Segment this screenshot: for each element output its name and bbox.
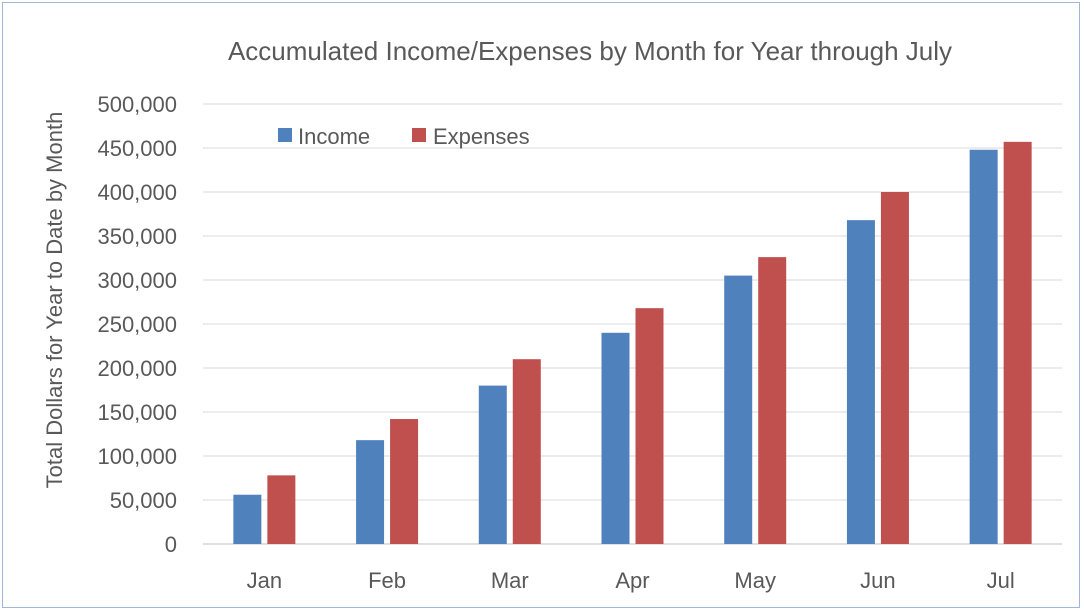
y-tick-label: 150,000 (97, 400, 177, 425)
bar-income-jul (969, 149, 998, 544)
x-tick-label: Apr (615, 568, 649, 593)
legend: Income Expenses (278, 124, 530, 149)
y-tick-label: 250,000 (97, 312, 177, 337)
bar-expenses-jul (1003, 141, 1032, 544)
legend-label-income: Income (298, 124, 370, 149)
y-tick-label: 0 (165, 532, 177, 557)
x-tick-label: Mar (491, 568, 529, 593)
gridlines (203, 103, 1062, 545)
bar-expenses-may (758, 257, 787, 544)
bar-income-feb (356, 440, 385, 544)
bar-expenses-mar (512, 359, 541, 544)
legend-label-expenses: Expenses (433, 124, 530, 149)
y-tick-label: 450,000 (97, 136, 177, 161)
bars (233, 141, 1032, 544)
y-axis-label: Total Dollars for Year to Date by Month (42, 112, 67, 489)
bar-income-jun (846, 220, 875, 544)
bar-income-may (724, 275, 753, 544)
bar-expenses-feb (390, 419, 419, 544)
legend-swatch-income (278, 128, 292, 142)
chart-title: Accumulated Income/Expenses by Month for… (228, 36, 952, 66)
bar-income-mar (478, 385, 507, 544)
y-tick-label: 400,000 (97, 180, 177, 205)
bar-expenses-jun (880, 192, 909, 544)
bar-income-apr (601, 332, 630, 544)
y-tick-label: 100,000 (97, 444, 177, 469)
y-tick-label: 350,000 (97, 224, 177, 249)
bar-expenses-jan (267, 475, 296, 544)
x-tick-label: Feb (368, 568, 406, 593)
y-tick-label: 500,000 (97, 92, 177, 117)
bar-income-jan (233, 494, 262, 544)
bar-expenses-apr (635, 308, 664, 544)
legend-swatch-expenses (412, 128, 426, 142)
x-tick-label: May (734, 568, 776, 593)
y-tick-label: 200,000 (97, 356, 177, 381)
x-tick-label: Jul (987, 568, 1015, 593)
y-tick-labels: 0 50,000 100,000 150,000 200,000 250,000 300,0… (97, 92, 177, 557)
x-tick-labels: Jan Feb Mar Apr May Jun Jul (247, 568, 1015, 593)
y-tick-label: 300,000 (97, 268, 177, 293)
y-tick-label: 50,000 (110, 488, 177, 513)
x-tick-label: Jun (860, 568, 895, 593)
x-tick-label: Jan (247, 568, 282, 593)
